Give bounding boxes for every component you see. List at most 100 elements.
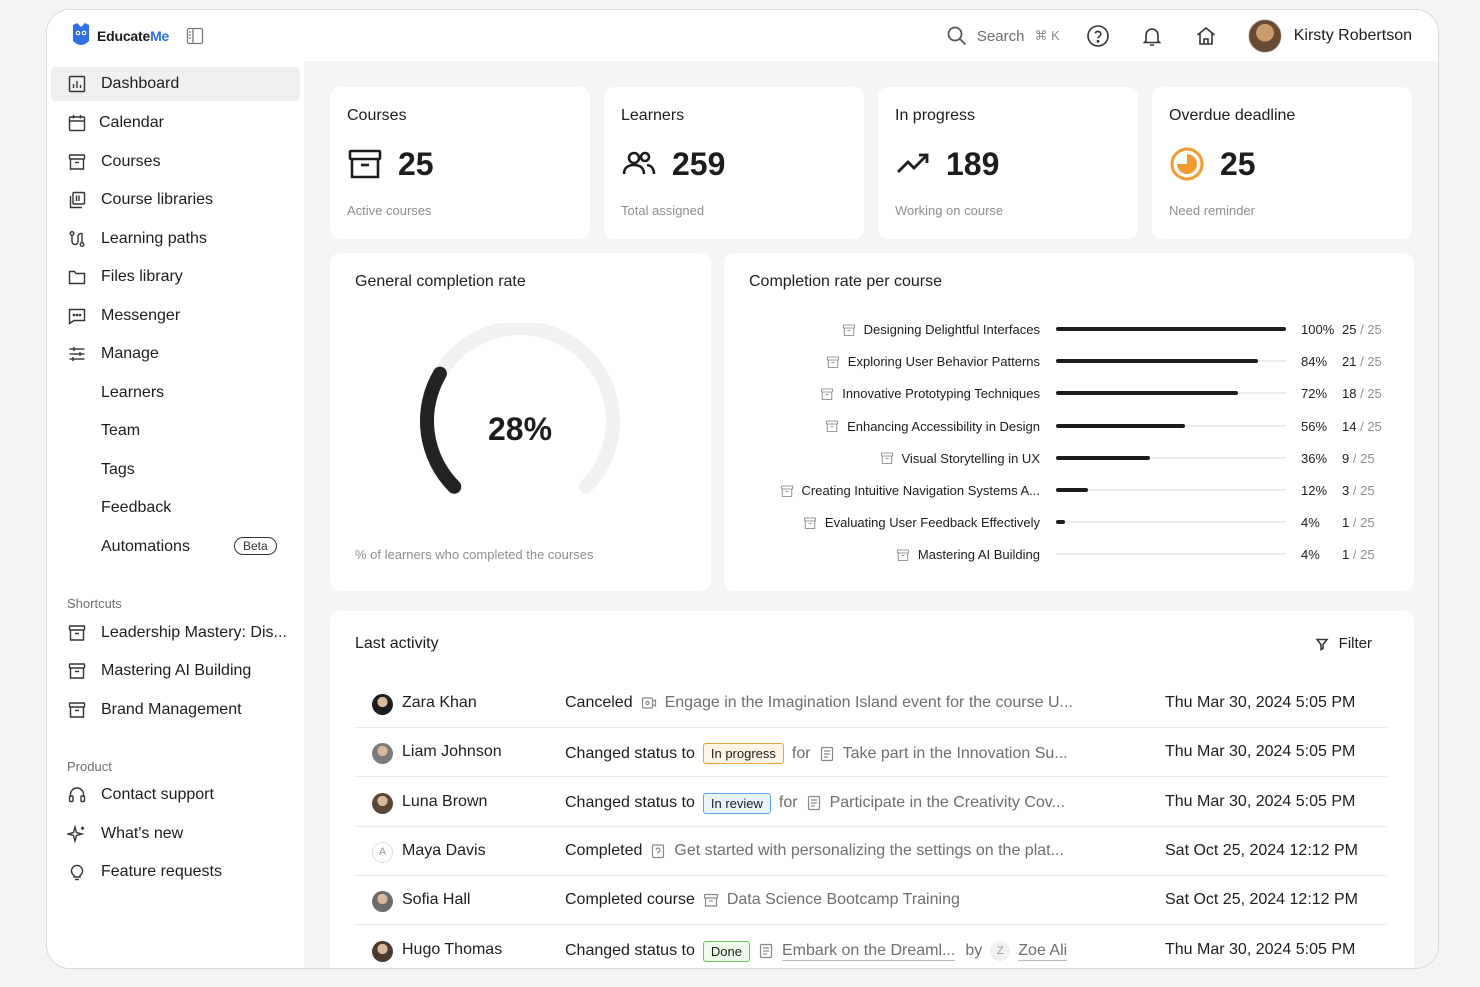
assignee-name[interactable]: Zoe Ali [1018, 941, 1068, 961]
stat-subtitle: Need reminder [1169, 203, 1255, 218]
shortcut-item[interactable]: Mastering AI Building [51, 654, 300, 688]
course-percent: 56% [1301, 418, 1328, 434]
course-row[interactable]: Innovative Prototyping Techniques 72% 18 /… [724, 383, 1414, 405]
sparkle-icon [67, 824, 85, 844]
stat-card-learners: Learners 259 Total assigned [604, 87, 864, 239]
sidebar-item-feedback[interactable]: Feedback [51, 491, 300, 525]
activity-target[interactable]: Engage in the Imagination Island event f… [664, 694, 1073, 711]
filter-icon [1315, 638, 1329, 651]
sidebar-item-automations[interactable]: Automations Beta [51, 530, 300, 564]
course-count: 9 / 25 [1342, 450, 1375, 466]
user-avatar[interactable] [1247, 19, 1282, 53]
sidebar-item-feature-requests[interactable]: Feature requests [51, 855, 300, 889]
sidebar-item-label: Calendar [99, 114, 164, 131]
learner-name[interactable]: Hugo Thomas [402, 940, 503, 958]
activity-action: Changed status to [565, 744, 695, 762]
per-course-card: Completion rate per course Designing Del… [724, 253, 1414, 591]
user-name[interactable]: Kirsty Robertson [1293, 27, 1412, 44]
sidebar-item-files-library[interactable]: Files library [51, 260, 300, 294]
activity-row[interactable]: Luna Brown Changed status to In review for P… [355, 778, 1387, 827]
course-row[interactable]: Evaluating User Feedback Effectively 4% 1 … [724, 512, 1414, 534]
stat-value: 25 [398, 146, 434, 182]
course-row[interactable]: Visual Storytelling in UX 36% 9 / 25 [724, 448, 1414, 470]
learner-name[interactable]: Zara Khan [402, 694, 477, 711]
activity-action: Changed status to [565, 794, 695, 812]
course-icon [820, 387, 834, 401]
activity-target[interactable]: Embark on the Dreaml... [781, 941, 956, 961]
shortcut-item[interactable]: Brand Management [51, 693, 300, 727]
learner-name[interactable]: Luna Brown [402, 792, 488, 810]
learner-name[interactable]: Liam Johnson [402, 743, 502, 761]
course-row[interactable]: Creating Intuitive Navigation Systems A.… [724, 480, 1414, 502]
bell-icon [1142, 28, 1162, 46]
shortcut-item[interactable]: Leadership Mastery: Dis... [51, 616, 300, 650]
activity-date: Thu Mar 30, 2024 5:05 PM [1165, 792, 1356, 810]
activity-target[interactable]: Get started with personalizing the setti… [674, 841, 1064, 859]
course-row[interactable]: Exploring User Behavior Patterns 84% 21 / … [724, 351, 1414, 373]
top-bar: EducateMe Search ⌘ K Kirsty Robertson [47, 10, 1438, 61]
sidebar-item-label: Files library [101, 268, 183, 285]
sidebar-item-dashboard[interactable]: Dashboard [51, 67, 300, 101]
sidebar-item-courses[interactable]: Courses [51, 145, 300, 179]
sidebar-item-label: Team [101, 422, 141, 439]
activity-row[interactable]: A Maya Davis Completed Get started with per… [355, 827, 1387, 876]
home-button[interactable] [1194, 24, 1218, 48]
notifications-button[interactable] [1140, 24, 1164, 48]
course-icon [842, 323, 856, 337]
learner-name[interactable]: Maya Davis [402, 841, 486, 859]
logo[interactable]: EducateMe [71, 22, 169, 49]
stat-value: 189 [946, 146, 1000, 182]
course-name: Visual Storytelling in UX [880, 450, 1041, 466]
course-title: Visual Storytelling in UX [901, 450, 1041, 466]
sidebar-item-label: Learning paths [101, 230, 207, 247]
avatar [372, 743, 393, 765]
course-row[interactable]: Mastering AI Building 4% 1 / 25 [724, 544, 1414, 566]
search-button[interactable]: Search ⌘ K [947, 26, 1060, 46]
progress-fill [1056, 455, 1151, 460]
shortcut-label: Leadership Mastery: Dis... [101, 624, 287, 641]
course-icon [825, 419, 839, 433]
course-icon [780, 484, 794, 498]
filter-button[interactable]: Filter [1315, 635, 1372, 652]
sidebar-item-learning-paths[interactable]: Learning paths [51, 222, 300, 256]
stat-card-overdue: Overdue deadline 25 Need reminder [1152, 87, 1412, 239]
course-count: 14 / 25 [1342, 418, 1382, 434]
sidebar-item-label: Tags [101, 461, 135, 478]
avatar [372, 891, 393, 913]
event-icon [641, 695, 657, 711]
stat-subtitle: Total assigned [621, 203, 705, 218]
sidebar-item-contact-support[interactable]: Contact support [51, 778, 300, 812]
course-row[interactable]: Enhancing Accessibility in Design 56% 14 /… [724, 416, 1414, 438]
sidebar-item-course-libraries[interactable]: Course libraries [51, 183, 300, 217]
course-percent: 84% [1301, 354, 1328, 370]
shortcuts-heading: Shortcuts [67, 596, 122, 611]
course-icon [803, 516, 817, 530]
home-icon [1196, 26, 1215, 45]
activity-date: Thu Mar 30, 2024 5:05 PM [1165, 694, 1356, 711]
course-row[interactable]: Designing Delightful Interfaces 100% 25 / … [724, 319, 1414, 341]
sidebar-item-messenger[interactable]: Messenger [51, 299, 300, 333]
activity-target[interactable]: Take part in the Innovation Su... [842, 744, 1068, 762]
sidebar-item-tags[interactable]: Tags [51, 453, 300, 487]
course-percent: 12% [1301, 483, 1328, 498]
activity-row[interactable]: Sofia Hall Completed course Data Science B… [355, 876, 1387, 926]
stat-card-in-progress: In progress 189 Working on course [878, 87, 1138, 239]
activity-row[interactable]: Zara Khan Canceled Engage in the Imaginati… [355, 679, 1387, 728]
activity-target[interactable]: Data Science Bootcamp Training [726, 891, 960, 909]
sidebar-item-manage[interactable]: Manage [51, 337, 300, 371]
sidebar-toggle-icon[interactable] [186, 27, 204, 45]
activity-description: Changed status to In review for Participate… [565, 792, 1065, 814]
sidebar-item-whats-new[interactable]: What's new [51, 817, 300, 851]
help-button[interactable] [1086, 24, 1110, 48]
learner-name[interactable]: Sofia Hall [402, 891, 471, 909]
activity-target[interactable]: Participate in the Creativity Cov... [829, 794, 1065, 812]
sidebar-item-calendar[interactable]: Calendar [51, 106, 300, 140]
stat-subtitle: Active courses [347, 203, 432, 218]
course-count: 1 / 25 [1342, 515, 1375, 531]
activity-row[interactable]: Liam Johnson Changed status to In progress… [355, 728, 1387, 778]
stat-value: 25 [1220, 146, 1256, 182]
for-label: for [778, 794, 798, 812]
sidebar-item-learners[interactable]: Learners [51, 376, 300, 410]
sidebar-item-team[interactable]: Team [51, 414, 300, 448]
activity-row[interactable]: Hugo Thomas Changed status to Done Embark o… [355, 926, 1387, 969]
